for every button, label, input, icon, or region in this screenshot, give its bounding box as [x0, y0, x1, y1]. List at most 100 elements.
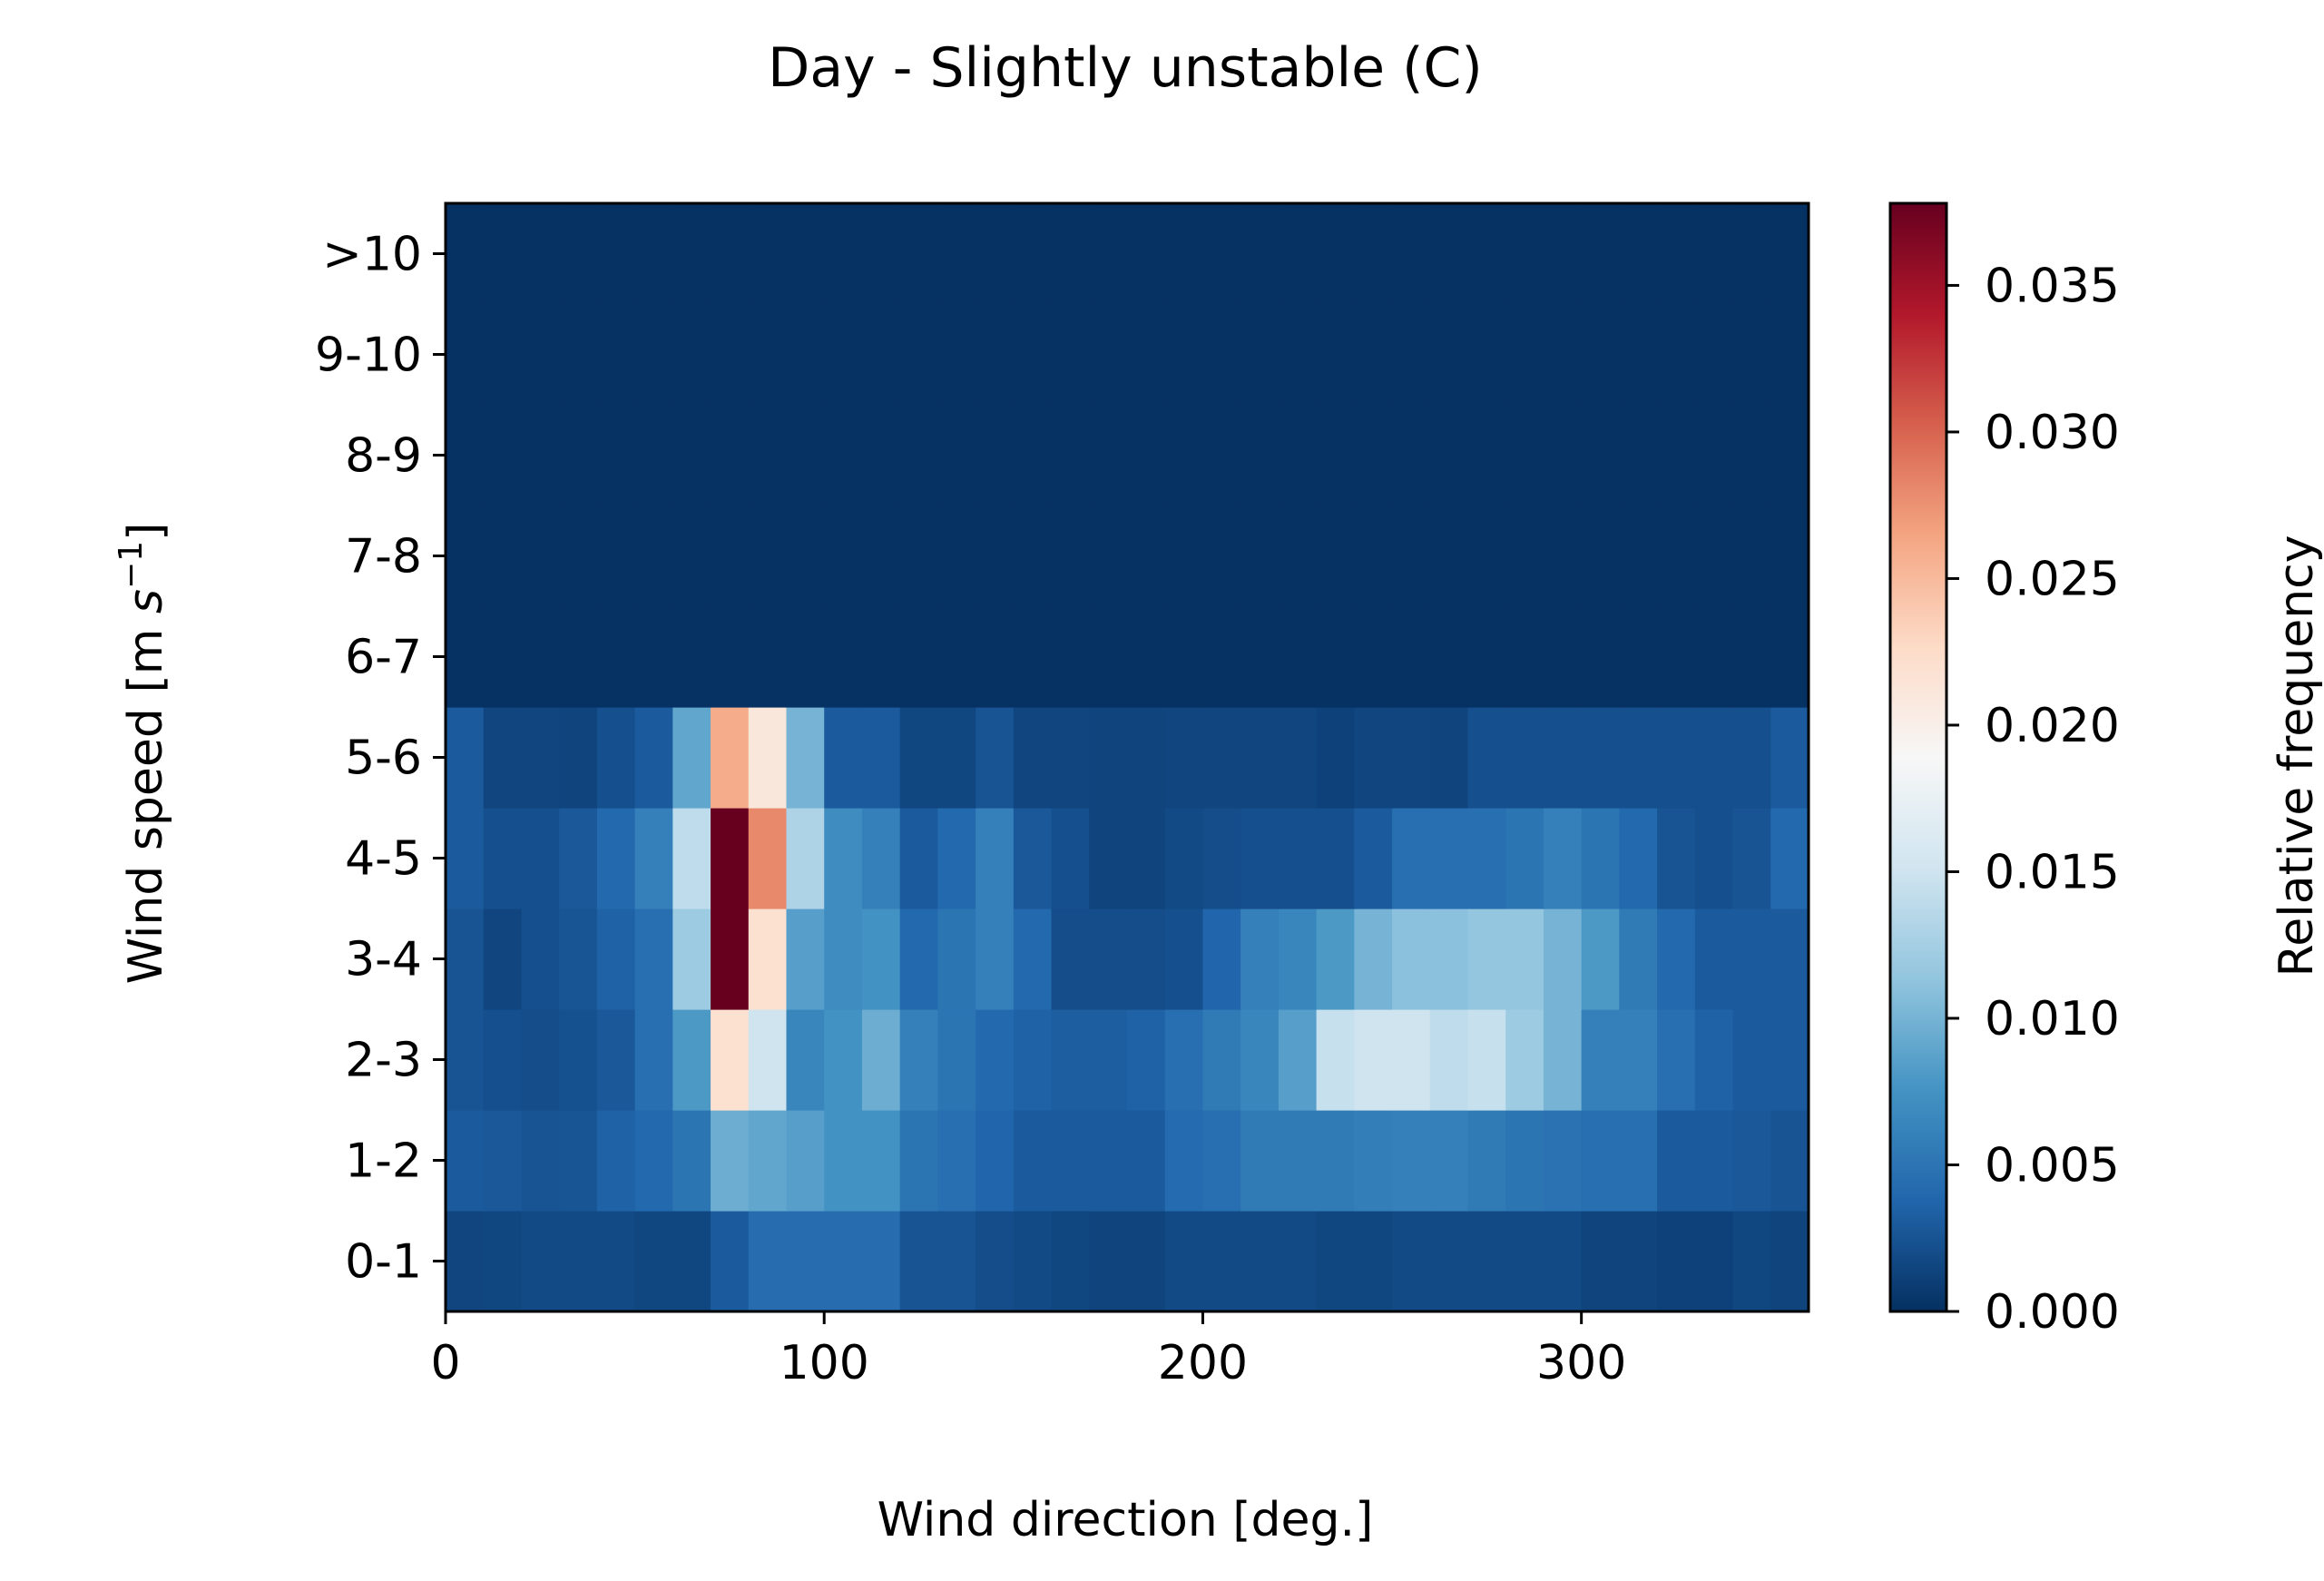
heatmap-cell — [861, 908, 901, 1010]
heatmap-cell — [711, 304, 750, 406]
heatmap-cell — [1089, 908, 1128, 1010]
heatmap-cell — [559, 908, 598, 1010]
heatmap-cell — [824, 304, 863, 406]
heatmap-cell — [1278, 606, 1318, 708]
heatmap-cell — [786, 606, 825, 708]
heatmap-cell — [672, 1009, 711, 1111]
heatmap-cell — [1051, 203, 1090, 305]
heatmap-cell — [1467, 506, 1506, 607]
heatmap-cell — [937, 1110, 976, 1212]
heatmap-cell — [1051, 506, 1090, 607]
heatmap-cell — [446, 304, 485, 406]
heatmap-cell — [1051, 405, 1090, 506]
heatmap-cell — [1619, 1211, 1658, 1312]
heatmap-cell — [1429, 506, 1469, 607]
heatmap-cell — [1127, 1110, 1166, 1212]
y-tick-label: 1-2 — [345, 1134, 422, 1189]
heatmap-cell — [1013, 506, 1053, 607]
heatmap-cell — [634, 405, 673, 506]
colorbar-tick-label: 0.020 — [1985, 699, 2120, 753]
heatmap-cell — [596, 203, 636, 305]
heatmap-cell — [483, 1009, 523, 1111]
heatmap-cell — [1694, 203, 1734, 305]
heatmap-cell — [824, 506, 863, 607]
heatmap-cell — [672, 808, 711, 909]
heatmap-cell — [937, 506, 976, 607]
heatmap-cell — [1467, 304, 1506, 406]
heatmap-cell — [483, 1110, 523, 1212]
heatmap-cell — [1392, 203, 1431, 305]
heatmap-cell — [672, 606, 711, 708]
heatmap-cell — [1240, 707, 1280, 809]
heatmap-cell — [748, 1009, 788, 1111]
colorbar-tick-label: 0.015 — [1985, 845, 2120, 899]
heatmap-cell — [1657, 808, 1696, 909]
heatmap-cell — [1694, 304, 1734, 406]
heatmap-cell — [1164, 1009, 1204, 1111]
heatmap-cell — [1127, 203, 1166, 305]
heatmap-cell — [483, 304, 523, 406]
heatmap-cell — [824, 908, 863, 1010]
heatmap-cell — [748, 203, 788, 305]
heatmap-cell — [1619, 203, 1658, 305]
y-tick-label: 3-4 — [345, 933, 422, 987]
heatmap-cell — [521, 908, 560, 1010]
heatmap-cell — [1013, 808, 1053, 909]
heatmap-cell — [596, 1009, 636, 1111]
heatmap-cell — [1467, 1110, 1506, 1212]
heatmap-cell — [861, 304, 901, 406]
heatmap-cell — [596, 808, 636, 909]
x-tick-label: 300 — [1536, 1336, 1626, 1390]
heatmap-cell — [899, 1009, 938, 1111]
heatmap-cell — [1429, 808, 1469, 909]
heatmap-cell — [976, 405, 1015, 506]
heatmap-cell — [748, 1110, 788, 1212]
heatmap-cell — [559, 606, 598, 708]
heatmap-cell — [1543, 1211, 1583, 1312]
heatmap-cell — [1089, 405, 1128, 506]
heatmap-cell — [446, 1009, 485, 1111]
heatmap-cell — [786, 405, 825, 506]
heatmap-cell — [483, 506, 523, 607]
heatmap-cell — [899, 1211, 938, 1312]
heatmap-cell — [1089, 506, 1128, 607]
heatmap-cell — [596, 405, 636, 506]
heatmap-cell — [1505, 908, 1544, 1010]
heatmap-cell — [937, 1211, 976, 1312]
heatmap-cell — [1202, 908, 1241, 1010]
heatmap-cell — [521, 606, 560, 708]
heatmap-cell — [1354, 606, 1393, 708]
heatmap-cell — [1467, 203, 1506, 305]
heatmap-cell — [1619, 304, 1658, 406]
heatmap-cell — [1202, 1009, 1241, 1111]
chart-title: Day - Slightly unstable (C) — [768, 36, 1483, 100]
heatmap-cell — [1392, 1009, 1431, 1111]
heatmap-cell — [1429, 908, 1469, 1010]
heatmap-cell — [634, 908, 673, 1010]
heatmap-cell — [446, 707, 485, 809]
heatmap-cell — [1770, 1009, 1809, 1111]
heatmap-cell — [1013, 707, 1053, 809]
heatmap-cell — [861, 707, 901, 809]
heatmap-cell — [711, 808, 750, 909]
heatmap-cell — [1089, 707, 1128, 809]
heatmap-cell — [596, 506, 636, 607]
heatmap-cell — [1278, 1110, 1318, 1212]
heatmap-cell — [1240, 1211, 1280, 1312]
heatmap-cell — [634, 506, 673, 607]
heatmap-cell — [1240, 405, 1280, 506]
heatmap-cell — [976, 1211, 1015, 1312]
heatmap-cell — [672, 707, 711, 809]
heatmap-cell — [711, 203, 750, 305]
heatmap-cell — [1051, 1009, 1090, 1111]
colorbar-tick-label: 0.010 — [1985, 992, 2120, 1046]
y-tick-label: 5-6 — [345, 732, 422, 786]
heatmap-cell — [1354, 304, 1393, 406]
heatmap-cell — [672, 908, 711, 1010]
colorbar-label: Relative frequency — [2270, 535, 2324, 977]
heatmap-cell — [1543, 707, 1583, 809]
heatmap-cell — [634, 304, 673, 406]
heatmap-cell — [634, 1110, 673, 1212]
heatmap-cell — [861, 1211, 901, 1312]
